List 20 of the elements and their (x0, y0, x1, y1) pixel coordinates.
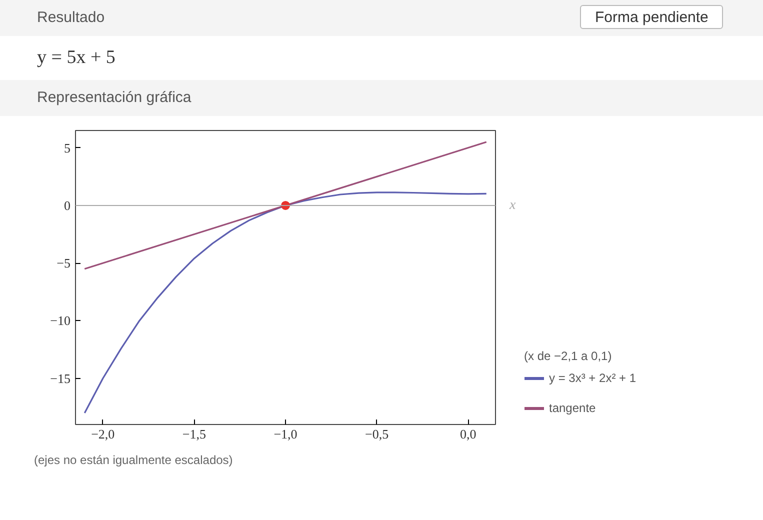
x-tick-label: 0,0 (460, 426, 476, 442)
legend-label: y = 3x³ + 2x² + 1 (549, 371, 636, 385)
y-tick-label: 0 (64, 198, 70, 213)
y-tick-label: 5 (64, 140, 70, 156)
line-series (84, 192, 488, 414)
y-tick-label: −15 (50, 370, 71, 386)
text: Forma pendiente (580, 5, 724, 29)
x-tick-label: −2,0 (91, 426, 115, 442)
y-tick-label: −10 (50, 313, 71, 328)
x-tick-label: −1,0 (274, 426, 298, 442)
text: (ejes no están igualmente escalados) (33, 452, 233, 469)
text: Resultado (37, 9, 105, 26)
x-tick-label: −0,5 (365, 426, 389, 442)
text: Representación gráfica (0, 80, 763, 116)
legend-title: (x de −2,1 a 0,1) (524, 349, 613, 363)
x-axis-title: x (508, 198, 516, 213)
text: y = 5x + 5 (36, 46, 116, 70)
x-tick-label: −1,5 (182, 426, 206, 442)
legend-label: tangente (549, 401, 596, 415)
y-tick-label: −5 (56, 256, 71, 271)
